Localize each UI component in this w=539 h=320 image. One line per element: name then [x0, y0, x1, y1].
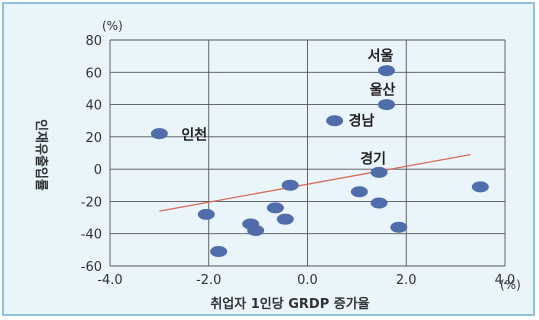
- data-points: [150, 65, 489, 257]
- y-tick-label: 20: [85, 131, 102, 146]
- point-label: 경남: [349, 113, 375, 130]
- y-tick-label: 60: [85, 66, 102, 81]
- data-point: [150, 128, 168, 140]
- data-point: [197, 208, 215, 220]
- x-tick-label: 2.0: [396, 273, 417, 288]
- data-point: [266, 202, 284, 214]
- grid: [109, 39, 506, 267]
- data-point: [247, 224, 265, 236]
- point-label: 울산: [370, 82, 396, 99]
- y-tick-label: 80: [85, 34, 102, 49]
- y-tick-label: 0: [94, 163, 102, 178]
- y-tick-label: -60: [81, 260, 102, 275]
- data-point: [350, 186, 368, 198]
- y-axis-label: 인재유출입률: [33, 119, 49, 191]
- x-tick-label: 0.0: [297, 273, 318, 288]
- tick-labels: 80 60 40 20 0 -20 -40 -60-4.0 -2.0 0.0 2.0 4.0: [81, 34, 516, 288]
- data-point: [370, 166, 388, 178]
- data-point: [378, 65, 395, 77]
- data-point: [471, 181, 489, 193]
- x-axis-label: 취업자 1인당 GRDP 증가율: [210, 296, 369, 312]
- data-point: [326, 115, 344, 127]
- point-label: 서울: [368, 48, 394, 65]
- trend-line: [159, 153, 471, 212]
- point-label: 경기: [360, 150, 386, 167]
- y-tick-label: 40: [85, 99, 102, 114]
- data-point: [210, 245, 228, 257]
- x-tick-label: 4.0: [495, 273, 516, 288]
- y-tick-label: -40: [81, 228, 102, 243]
- x-tick-label: -4.0: [97, 273, 122, 288]
- point-label: 인천: [181, 127, 207, 144]
- data-point: [276, 213, 294, 225]
- data-point: [390, 221, 408, 233]
- x-unit: (%): [500, 278, 521, 292]
- data-point: [378, 99, 395, 111]
- x-tick-label: -2.0: [196, 273, 221, 288]
- data-point: [281, 179, 299, 191]
- y-unit: (%): [102, 19, 123, 33]
- y-tick-label: -20: [81, 195, 102, 210]
- data-point: [370, 197, 388, 209]
